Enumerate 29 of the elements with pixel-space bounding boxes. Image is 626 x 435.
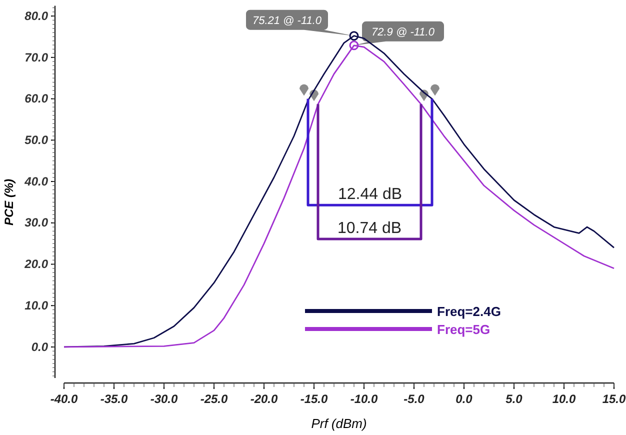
y-tick-label: 80.0 [24,8,48,23]
y-tick-label: 20.0 [24,257,48,272]
y-tick-label: 10.0 [24,298,48,312]
y-tick-label: 30.0 [24,216,48,230]
x-tick-label: -10.0 [350,392,378,406]
x-axis-title: Prf (dBm) [311,416,367,431]
x-tick-label: -35.0 [100,392,128,406]
x-tick-label: -15.0 [300,392,328,406]
x-tick-label: 0.0 [456,392,473,406]
y-tick-label: 0.0 [31,340,48,354]
x-tick-label: -25.0 [200,392,228,406]
x-tick-label: -30.0 [150,392,178,406]
x-tick-label: 10.0 [552,392,576,406]
y-axis-title: PCE (%) [2,178,16,226]
y-tick-label: 40.0 [24,174,48,188]
annotation: 12.44 dB [338,186,402,204]
text: Freq=2.4G [437,304,501,319]
annotation: 72.9 @ -11.0 [372,26,436,38]
x-tick-label: -5.0 [404,392,425,406]
y-tick-label: 70.0 [24,50,48,64]
x-tick-label: 5.0 [506,392,523,406]
text: Freq=5G [437,322,490,337]
x-tick-label: -40.0 [50,392,78,406]
y-tick-label: 50.0 [24,132,48,147]
annotation: 10.74 dB [337,220,402,238]
annotation: 75.21 @ -11.0 [252,14,322,27]
x-tick-label: -20.0 [250,392,278,406]
y-tick-label: 60.0 [24,92,48,106]
x-tick-label: 15.0 [602,392,626,406]
